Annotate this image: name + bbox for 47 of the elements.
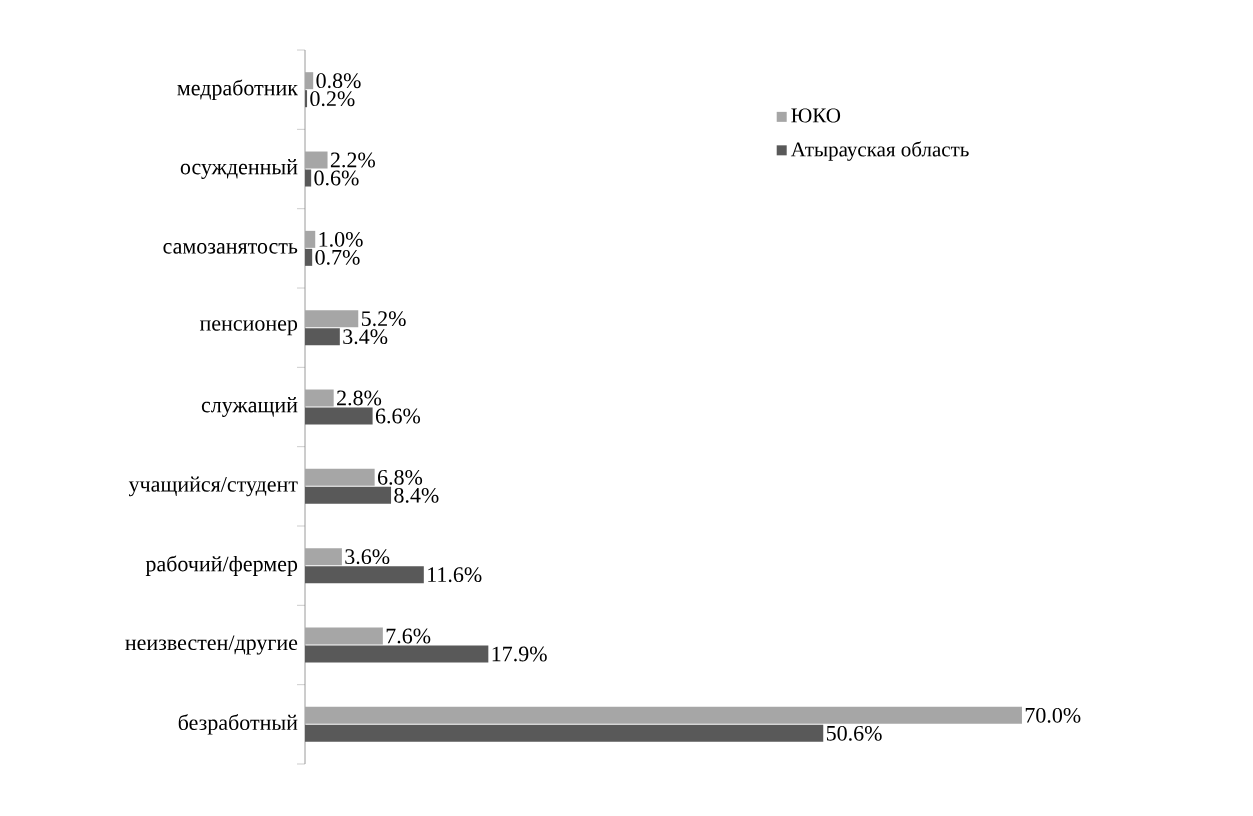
bar	[305, 548, 342, 566]
data-label: 70.0%	[1025, 707, 1081, 723]
y-tick-label: медработник	[177, 79, 298, 100]
y-tick-label: пенсионер	[199, 320, 298, 336]
data-label: 2.8%	[337, 390, 382, 406]
bar	[305, 566, 424, 584]
bar	[305, 468, 375, 486]
y-tick-label: учащийся/студент	[128, 476, 298, 497]
data-label: 5.2%	[361, 311, 406, 327]
data-label: 50.6%	[826, 725, 882, 741]
data-label: 0.6%	[314, 170, 359, 186]
y-tick-label: безработный	[178, 714, 298, 735]
bar	[305, 72, 314, 90]
y-tick-label: служащий	[201, 397, 298, 417]
data-label: 3.4%	[343, 329, 388, 345]
bar	[305, 169, 312, 187]
y-tick-label: осужденный	[180, 159, 298, 179]
y-tick-label: неизвестен/другие	[125, 635, 298, 655]
data-label: 0.7%	[315, 249, 360, 265]
bar	[305, 407, 373, 425]
bar	[305, 151, 328, 169]
bar	[305, 486, 392, 504]
data-label: 11.6%	[428, 567, 482, 583]
bar	[305, 90, 308, 108]
data-label: 1.0%	[319, 231, 363, 247]
bar	[305, 248, 313, 266]
data-label: 2.2%	[330, 152, 375, 168]
data-label: 6.8%	[377, 469, 423, 485]
bar	[305, 706, 1022, 724]
bar	[305, 724, 824, 742]
bar	[305, 627, 383, 645]
legend-label: ЮКО	[791, 108, 841, 123]
data-label: 6.6%	[375, 408, 421, 424]
data-label: 0.2%	[310, 91, 355, 107]
data-label: 8.4%	[394, 487, 439, 503]
bar	[305, 310, 359, 328]
data-label: 17.9%	[492, 646, 547, 662]
bar	[305, 389, 334, 407]
data-label: 0.8%	[316, 73, 361, 89]
bar	[305, 645, 489, 663]
bar	[305, 328, 340, 346]
data-label: 7.6%	[386, 628, 431, 644]
y-tick-label: самозанятость	[163, 243, 298, 254]
legend-label: Атырауская область	[790, 141, 969, 161]
bar	[305, 230, 316, 248]
y-tick-label: рабочий/фермер	[145, 555, 298, 576]
data-label: 3.6%	[345, 549, 390, 565]
